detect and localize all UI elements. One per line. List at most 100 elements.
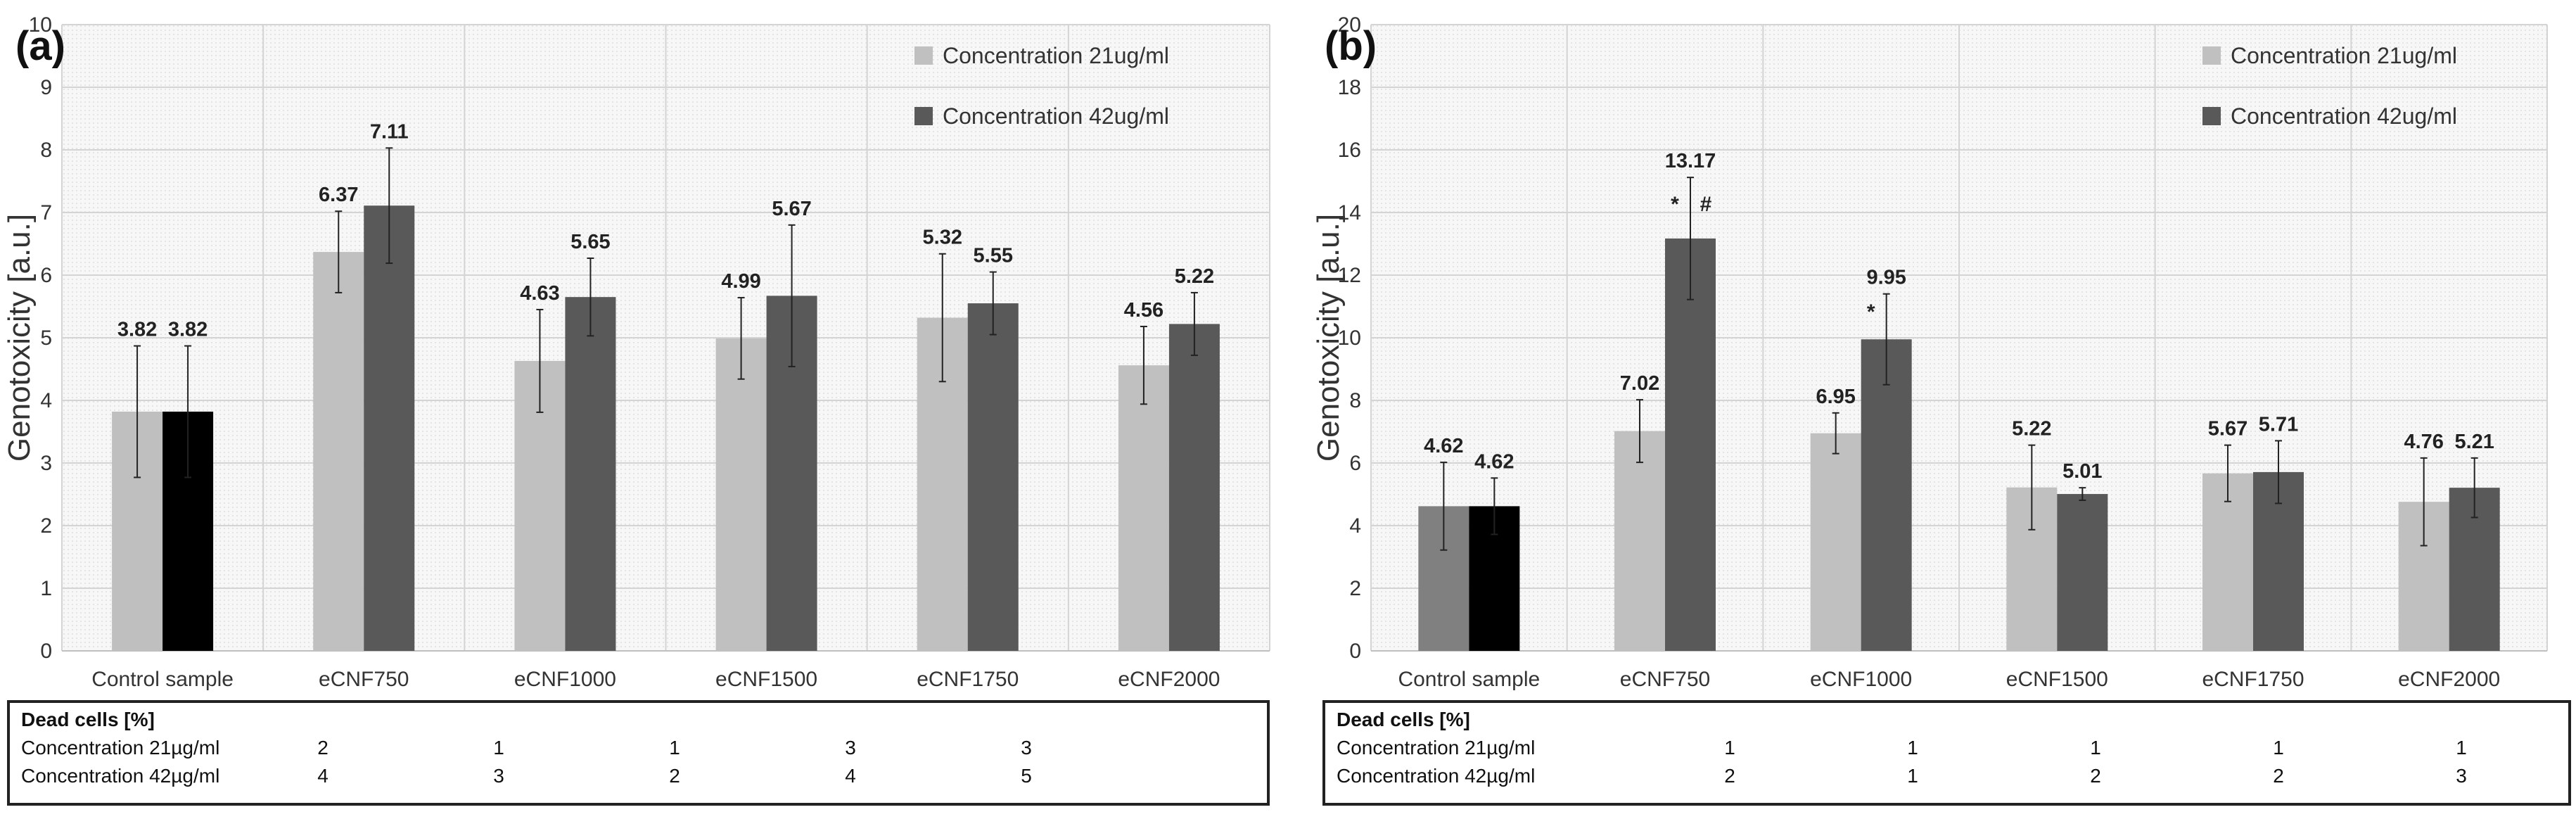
x-tick-label: eCNF1750 bbox=[917, 668, 1019, 691]
table-cell: 3 bbox=[493, 765, 504, 787]
table-cell: 1 bbox=[2090, 737, 2101, 759]
table-cell: 2 bbox=[669, 765, 680, 787]
y-tick-label: 18 bbox=[1338, 76, 1361, 99]
table-cell: 1 bbox=[1724, 737, 1735, 759]
table-row: Concentration 42µg/ml 2 1 2 2 3 bbox=[1325, 765, 2568, 792]
table-cell: 1 bbox=[2273, 737, 2284, 759]
x-tick-label: eCNF1000 bbox=[514, 668, 616, 691]
y-tick-label: 14 bbox=[1338, 201, 1361, 224]
chart-a: 0 1 2 3 4 5 6 7 8 9 10 3.82 3.82 Control sample 6.37 7.… bbox=[2, 13, 1270, 691]
table-cell: 1 bbox=[2456, 737, 2467, 759]
x-tick-label: eCNF2000 bbox=[2398, 668, 2500, 691]
dead-cells-table-b: Dead cells [%] Concentration 21µg/ml 1 1… bbox=[1322, 700, 2571, 806]
table-cell: 3 bbox=[845, 737, 856, 759]
y-tick-label: 9 bbox=[40, 76, 52, 99]
y-tick-label: 10 bbox=[1338, 326, 1361, 350]
table-row: Concentration 42µg/ml 4 3 2 4 5 bbox=[10, 765, 1267, 792]
x-tick-label: Control sample bbox=[91, 668, 234, 691]
dead-cells-table-a: Dead cells [%] Concentration 21µg/ml 2 1… bbox=[7, 700, 1270, 806]
panel-label: (a) bbox=[15, 23, 65, 69]
table-row: Concentration 21µg/ml 1 1 1 1 1 bbox=[1325, 737, 2568, 763]
y-tick-label: 5 bbox=[40, 326, 52, 350]
legend-swatch bbox=[2202, 107, 2221, 125]
bar bbox=[364, 205, 415, 652]
table-cell: 1 bbox=[1907, 737, 1918, 759]
table-row: Concentration 21µg/ml 2 1 1 3 3 bbox=[10, 737, 1267, 763]
table-cell: 2 bbox=[2090, 765, 2101, 787]
y-tick-label: 8 bbox=[40, 139, 52, 162]
bar bbox=[2202, 473, 2253, 651]
y-tick-label: 6 bbox=[40, 264, 52, 287]
data-label: 5.71 bbox=[2259, 413, 2298, 436]
dead-cells-header: Dead cells [%] bbox=[1337, 709, 1470, 730]
table-cell: 1 bbox=[1907, 765, 1918, 787]
x-tick-label: Control sample bbox=[1398, 668, 1540, 691]
x-tick-label: eCNF750 bbox=[1620, 668, 1710, 691]
data-label: 4.56 bbox=[1124, 299, 1163, 322]
row-label: Concentration 42µg/ml bbox=[21, 765, 220, 787]
data-label: 6.95 bbox=[1816, 386, 1855, 408]
y-tick-label: 7 bbox=[40, 201, 52, 224]
bar bbox=[967, 303, 1019, 651]
legend-swatch bbox=[2202, 46, 2221, 65]
bar bbox=[1861, 339, 1912, 651]
legend-label: Concentration 21ug/ml bbox=[943, 43, 1169, 68]
table-cell: 5 bbox=[1021, 765, 1032, 787]
significance-marker: * bbox=[1671, 193, 1679, 216]
data-label: 7.11 bbox=[370, 120, 409, 143]
y-tick-label: 6 bbox=[1349, 452, 1361, 475]
table-cell: 4 bbox=[317, 765, 329, 787]
table-cell: 4 bbox=[845, 765, 856, 787]
data-label: 4.63 bbox=[520, 282, 559, 305]
legend-swatch bbox=[914, 46, 933, 65]
table-cell: 2 bbox=[317, 737, 329, 759]
x-tick-label: eCNF2000 bbox=[1118, 668, 1220, 691]
row-label: Concentration 42µg/ml bbox=[1337, 765, 1536, 787]
data-label: 13.17 bbox=[1665, 150, 1716, 172]
bar bbox=[1614, 431, 1665, 651]
y-tick-label: 1 bbox=[40, 577, 52, 600]
data-label: 7.02 bbox=[1620, 372, 1659, 395]
x-tick-label: eCNF1500 bbox=[2006, 668, 2108, 691]
legend-swatch bbox=[914, 107, 933, 125]
data-label: 5.22 bbox=[1175, 265, 1214, 288]
row-label: Concentration 21µg/ml bbox=[1337, 737, 1536, 759]
bar bbox=[1810, 433, 1861, 651]
data-label: 5.67 bbox=[2208, 418, 2247, 440]
y-tick-label: 4 bbox=[1349, 514, 1361, 538]
data-label: 5.32 bbox=[923, 227, 962, 249]
x-tick-label: eCNF1000 bbox=[1810, 668, 1912, 691]
data-label: 5.01 bbox=[2062, 460, 2102, 483]
data-label: 4.76 bbox=[2404, 431, 2443, 453]
table-cell: 2 bbox=[2273, 765, 2284, 787]
x-tick-label: eCNF1500 bbox=[715, 668, 817, 691]
bar bbox=[565, 297, 616, 651]
legend-label: Concentration 42ug/ml bbox=[2231, 103, 2457, 129]
y-tick-label: 12 bbox=[1338, 264, 1361, 287]
data-label: 5.21 bbox=[2454, 431, 2494, 453]
y-tick-label: 0 bbox=[1349, 640, 1361, 663]
panel-label: (b) bbox=[1325, 23, 1377, 69]
y-tick-label: 3 bbox=[40, 452, 52, 475]
bar bbox=[2057, 494, 2108, 651]
y-tick-label: 8 bbox=[1349, 389, 1361, 412]
data-label: 9.95 bbox=[1866, 267, 1906, 289]
data-label: 6.37 bbox=[319, 184, 358, 206]
table-cell: 3 bbox=[2456, 765, 2467, 787]
legend-label: Concentration 42ug/ml bbox=[943, 103, 1169, 129]
data-label: 3.82 bbox=[168, 319, 208, 341]
legend-label: Concentration 21ug/ml bbox=[2231, 43, 2457, 68]
table-cell: 2 bbox=[1724, 765, 1735, 787]
data-label: 5.67 bbox=[772, 198, 811, 220]
y-tick-label: 0 bbox=[40, 640, 52, 663]
y-axis-label: Genotoxicity [a.u.] bbox=[1311, 214, 1346, 462]
table-cell: 1 bbox=[493, 737, 504, 759]
y-tick-label: 10 bbox=[29, 13, 52, 37]
significance-marker: # bbox=[1700, 193, 1712, 216]
significance-marker: * bbox=[1867, 300, 1875, 324]
x-tick-label: eCNF1750 bbox=[2202, 668, 2304, 691]
bar bbox=[1665, 238, 1716, 651]
data-label: 5.22 bbox=[2012, 418, 2051, 440]
data-label: 3.82 bbox=[117, 319, 157, 341]
y-tick-label: 2 bbox=[1349, 577, 1361, 600]
